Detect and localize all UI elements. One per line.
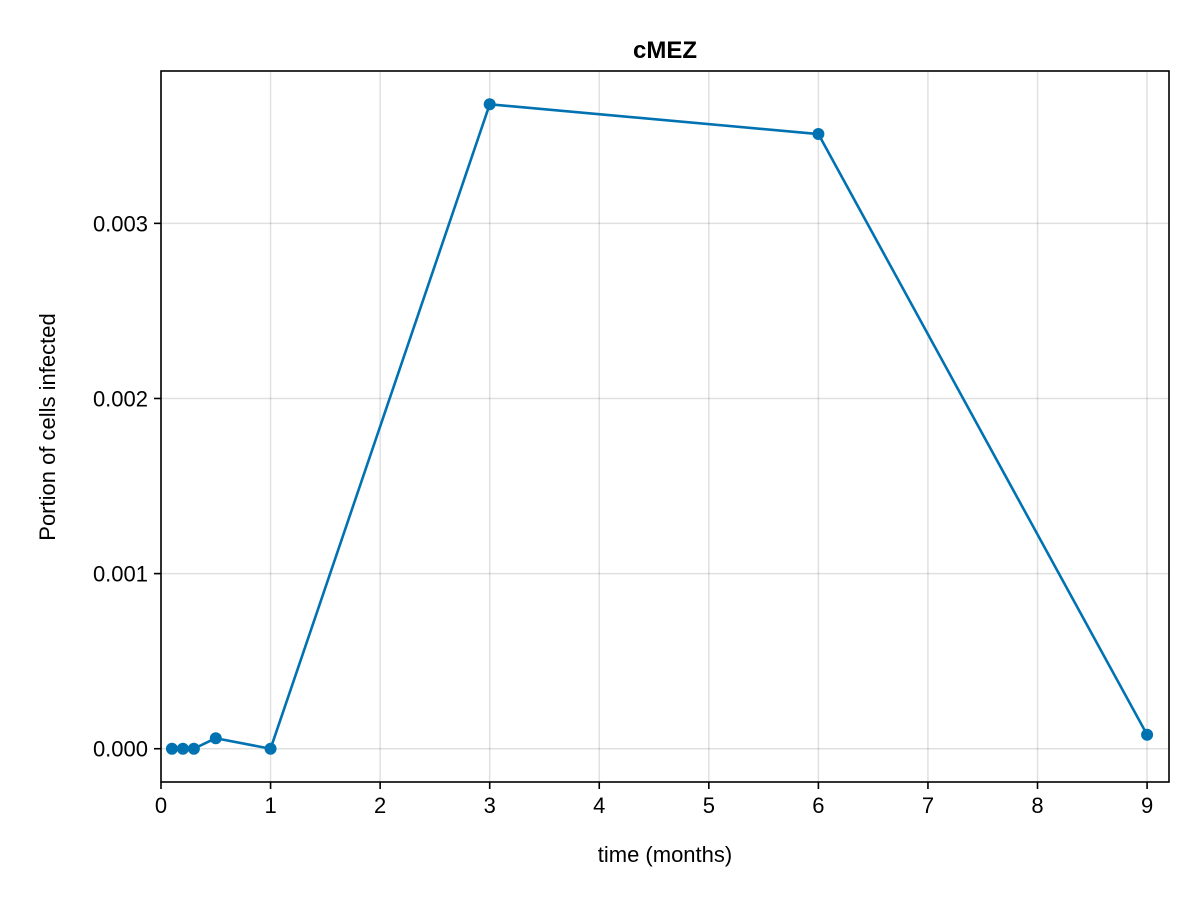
x-tick-label: 2 <box>374 793 386 818</box>
data-point <box>483 98 496 111</box>
x-tick-label: 4 <box>593 793 605 818</box>
plot-frame <box>160 70 1170 783</box>
x-tick-label: 9 <box>1141 793 1153 818</box>
series-line <box>171 102 1149 751</box>
data-point <box>187 742 200 755</box>
data-point <box>165 742 178 755</box>
axis-ticks: 0 1 2 3 4 5 6 7 8 9 0.000 0.001 0.002 0.003 <box>93 211 1153 818</box>
data-point <box>1141 728 1154 741</box>
x-tick-label: 1 <box>264 793 276 818</box>
grid-lines <box>160 71 1169 782</box>
series-layer <box>165 98 1154 755</box>
y-axis-label: Portion of cells infected <box>35 313 60 540</box>
y-tick-label: 0.000 <box>93 737 148 762</box>
x-axis-label: time (months) <box>598 842 732 867</box>
chart-title: cMEZ <box>633 37 697 64</box>
x-tick-label: 0 <box>155 793 167 818</box>
data-point <box>812 128 825 141</box>
x-tick-label: 5 <box>703 793 715 818</box>
data-point <box>264 742 277 755</box>
y-tick-label: 0.001 <box>93 562 148 587</box>
x-tick-label: 7 <box>922 793 934 818</box>
data-point <box>176 742 189 755</box>
x-tick-label: 6 <box>812 793 824 818</box>
y-tick-label: 0.003 <box>93 211 148 236</box>
y-tick-label: 0.002 <box>93 386 148 411</box>
x-tick-label: 8 <box>1031 793 1043 818</box>
x-tick-label: 3 <box>484 793 496 818</box>
data-point <box>209 732 222 745</box>
